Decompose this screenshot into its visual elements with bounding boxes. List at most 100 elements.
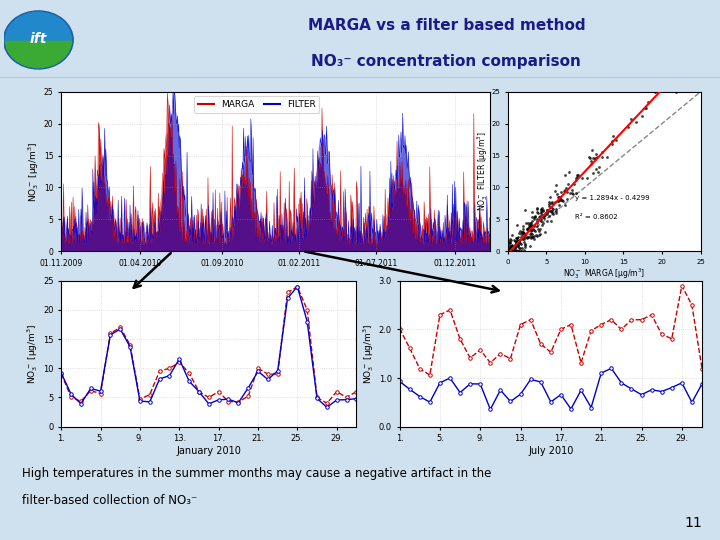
Point [509, 242, 521, 251]
Point [601, 153, 613, 162]
Point [513, 233, 524, 241]
Point [534, 225, 546, 233]
Point [552, 196, 564, 205]
Point [551, 205, 562, 214]
Point [541, 217, 553, 225]
Point [538, 214, 549, 222]
Point [547, 200, 559, 208]
Point [513, 237, 525, 245]
Point [551, 209, 562, 218]
X-axis label: January 2010: January 2010 [176, 446, 241, 456]
Point [546, 208, 558, 217]
Point [506, 247, 518, 255]
Point [526, 226, 538, 234]
Point [541, 206, 552, 214]
Point [503, 247, 514, 255]
Point [556, 195, 567, 204]
Point [505, 246, 517, 254]
Point [539, 211, 551, 219]
Point [593, 163, 605, 171]
Point [589, 154, 600, 163]
Point [516, 228, 528, 237]
Point [508, 247, 520, 255]
Point [583, 153, 595, 161]
Point [520, 240, 531, 249]
Point [511, 240, 523, 248]
Point [511, 237, 523, 245]
Point [503, 247, 515, 255]
Point [552, 193, 564, 201]
Point [536, 221, 547, 230]
Point [505, 247, 516, 255]
Point [508, 246, 520, 254]
Point [508, 247, 519, 255]
Point [518, 229, 529, 238]
Point [504, 234, 516, 243]
Point [525, 225, 536, 234]
Point [503, 237, 515, 246]
Point [586, 146, 598, 154]
Point [504, 242, 516, 251]
Point [528, 232, 539, 241]
Point [537, 206, 549, 215]
Point [505, 236, 516, 245]
Point [570, 176, 582, 185]
Text: High temperatures in the summer months may cause a negative artifact in the: High temperatures in the summer months m… [22, 467, 491, 480]
Point [518, 221, 529, 230]
Text: MARGA vs a filter based method: MARGA vs a filter based method [307, 18, 585, 32]
Point [542, 207, 554, 215]
Point [519, 242, 531, 251]
Point [526, 230, 537, 238]
Point [670, 87, 682, 96]
Point [514, 243, 526, 252]
Point [590, 150, 601, 159]
Point [504, 247, 516, 255]
Point [513, 241, 524, 250]
Point [549, 198, 561, 206]
Point [547, 205, 559, 214]
Point [649, 87, 661, 96]
Point [516, 247, 527, 255]
Point [511, 240, 523, 248]
Point [525, 221, 536, 230]
Point [539, 228, 551, 237]
Point [510, 237, 522, 245]
Point [511, 247, 523, 255]
Point [566, 188, 577, 197]
Point [546, 207, 557, 215]
Point [559, 201, 571, 210]
Point [518, 234, 529, 242]
Point [510, 220, 522, 229]
Point [551, 190, 562, 199]
Point [517, 228, 528, 237]
Point [523, 222, 535, 231]
Point [531, 232, 543, 240]
Point [522, 233, 534, 241]
Point [505, 241, 516, 250]
Point [518, 235, 530, 244]
Point [513, 228, 525, 237]
Point [546, 207, 557, 215]
Point [541, 209, 552, 218]
Point [503, 245, 514, 253]
Point [553, 193, 564, 202]
Point [526, 232, 538, 241]
Point [564, 168, 575, 177]
Point [554, 193, 566, 202]
Point [543, 198, 554, 206]
Point [581, 174, 593, 183]
Point [502, 247, 513, 255]
Point [534, 216, 546, 225]
Point [518, 232, 530, 241]
Point [568, 179, 580, 188]
Point [531, 205, 543, 214]
Point [514, 238, 526, 246]
Point [508, 246, 520, 254]
Point [567, 185, 578, 194]
Point [517, 233, 528, 242]
Point [536, 204, 548, 213]
Point [570, 174, 582, 183]
Point [550, 206, 562, 215]
Point [537, 207, 549, 215]
Point [591, 153, 603, 161]
